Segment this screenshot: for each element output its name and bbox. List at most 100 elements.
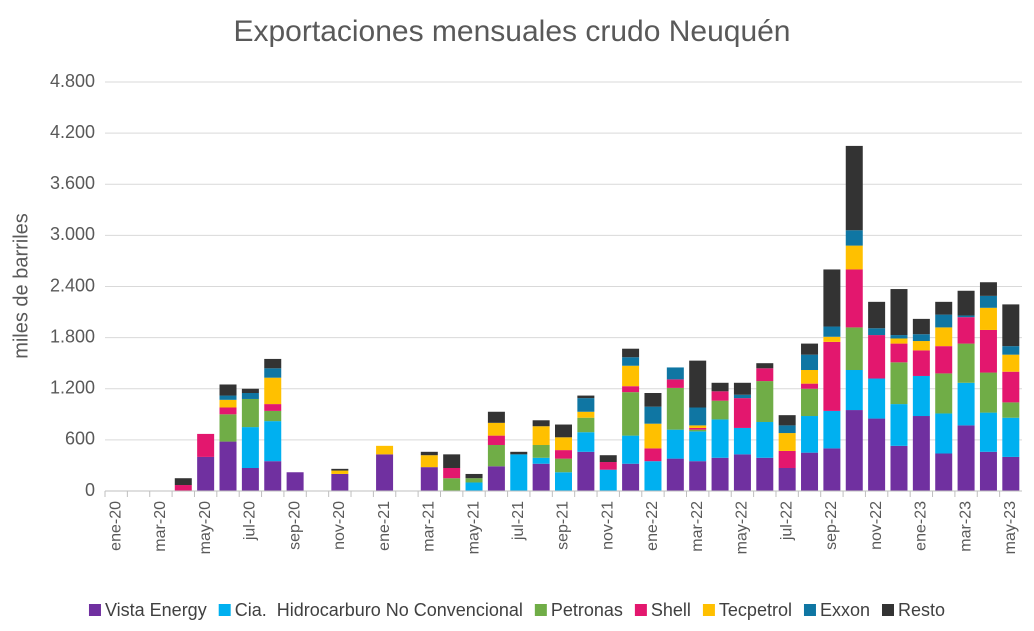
bar-segment	[286, 472, 304, 491]
bar-segment	[487, 411, 505, 423]
bar-segment	[644, 448, 662, 462]
bar-segment	[264, 358, 282, 369]
bar-segment	[845, 327, 863, 371]
bar-segment	[912, 334, 930, 342]
bar-segment	[666, 387, 684, 430]
bar-segment	[1002, 304, 1020, 347]
bar-segment	[890, 335, 908, 339]
y-tick-label: 0	[85, 480, 95, 500]
bar-segment	[577, 411, 595, 418]
bar-segment	[532, 426, 550, 445]
bar-segment	[912, 350, 930, 376]
bar-segment	[622, 348, 640, 358]
y-tick-label: 1.800	[50, 326, 95, 346]
bar-segment	[868, 418, 886, 491]
bar-segment	[689, 427, 707, 430]
bar-segment	[801, 354, 819, 371]
bar-segment	[555, 437, 572, 451]
x-tick-label: sep-21	[555, 501, 572, 550]
bar-segment	[801, 383, 819, 389]
bar-segment	[979, 295, 997, 308]
bar-segment	[219, 399, 237, 408]
bar-segment	[465, 478, 483, 483]
bar-segment	[711, 391, 729, 401]
x-tick-label: ene-22	[644, 501, 661, 551]
bar-segment	[711, 400, 729, 420]
x-tick-label: jul-20	[242, 501, 259, 541]
bar-segment	[174, 485, 192, 491]
bar-segment	[845, 410, 863, 491]
bar-segment	[868, 328, 886, 336]
bar-segment	[666, 367, 684, 380]
bar-segment	[487, 422, 505, 436]
bar-segment	[666, 429, 684, 459]
bar-segment	[845, 370, 863, 411]
bar-segment	[376, 445, 394, 455]
bar-segment	[890, 404, 908, 446]
bar-segment	[935, 373, 953, 414]
bar-segment	[868, 301, 886, 329]
bar-segment	[577, 395, 595, 399]
bar-segment	[666, 458, 684, 491]
bar-segment	[241, 393, 259, 399]
bar-segment	[935, 413, 953, 454]
legend-label: Cia. Hidrocarburo No Convencional	[235, 600, 523, 620]
x-tick-label: may-21	[465, 501, 482, 554]
bar-segment	[957, 343, 975, 383]
bar-segment	[890, 338, 908, 344]
bar-segment	[420, 455, 438, 468]
bar-segment	[241, 467, 259, 491]
bar-segment	[890, 289, 908, 336]
bar-segment	[733, 454, 751, 491]
bar-segment	[219, 407, 237, 415]
bar-segment	[935, 453, 953, 491]
x-tick-label: jul-21	[510, 501, 527, 541]
bar-segment	[532, 463, 550, 491]
bar-segment	[979, 329, 997, 373]
bar-segment	[801, 388, 819, 417]
bar-segment	[622, 386, 640, 393]
bar-segment	[487, 435, 505, 445]
bar-segment	[823, 326, 841, 337]
bar-segment	[778, 467, 796, 491]
y-tick-label: 4.800	[50, 71, 95, 91]
bar-segment	[912, 375, 930, 417]
bar-segment	[890, 445, 908, 491]
bar-segment	[823, 341, 841, 411]
y-axis-label: miles de barriles	[10, 213, 32, 359]
bar-segment	[756, 381, 774, 422]
legend-swatch	[882, 604, 894, 616]
bar-segment	[1002, 402, 1020, 418]
bar-segment	[666, 379, 684, 388]
bar-segment	[935, 314, 953, 328]
bar-segment	[1002, 371, 1020, 403]
bar-segment	[331, 468, 349, 471]
bar-segment	[465, 482, 483, 491]
chart-title: Exportaciones mensuales crudo Neuquén	[233, 15, 790, 48]
bar-segment	[845, 269, 863, 328]
bar-segment	[241, 427, 259, 468]
bar-segment	[689, 360, 707, 408]
bar-segment	[443, 478, 461, 491]
bar-segment	[778, 415, 796, 426]
bar-segment	[912, 341, 930, 351]
bar-segment	[532, 444, 550, 458]
bar-segment	[622, 365, 640, 387]
bar-segment	[957, 317, 975, 344]
bar-segment	[868, 378, 886, 419]
bar-segment	[935, 327, 953, 347]
bar-segment	[756, 457, 774, 491]
bar-segment	[331, 473, 349, 491]
bar-segment	[756, 363, 774, 369]
bar-segment	[845, 230, 863, 246]
bar-segment	[555, 458, 572, 473]
x-tick-label: sep-22	[823, 501, 840, 550]
legend-label: Tecpetrol	[719, 600, 792, 620]
bar-segment	[577, 398, 595, 412]
bar-segment	[241, 398, 259, 428]
legend-swatch	[534, 604, 547, 616]
x-tick-label: mar-22	[689, 501, 706, 552]
bar-segment	[733, 394, 751, 399]
bar-segment	[577, 417, 595, 433]
